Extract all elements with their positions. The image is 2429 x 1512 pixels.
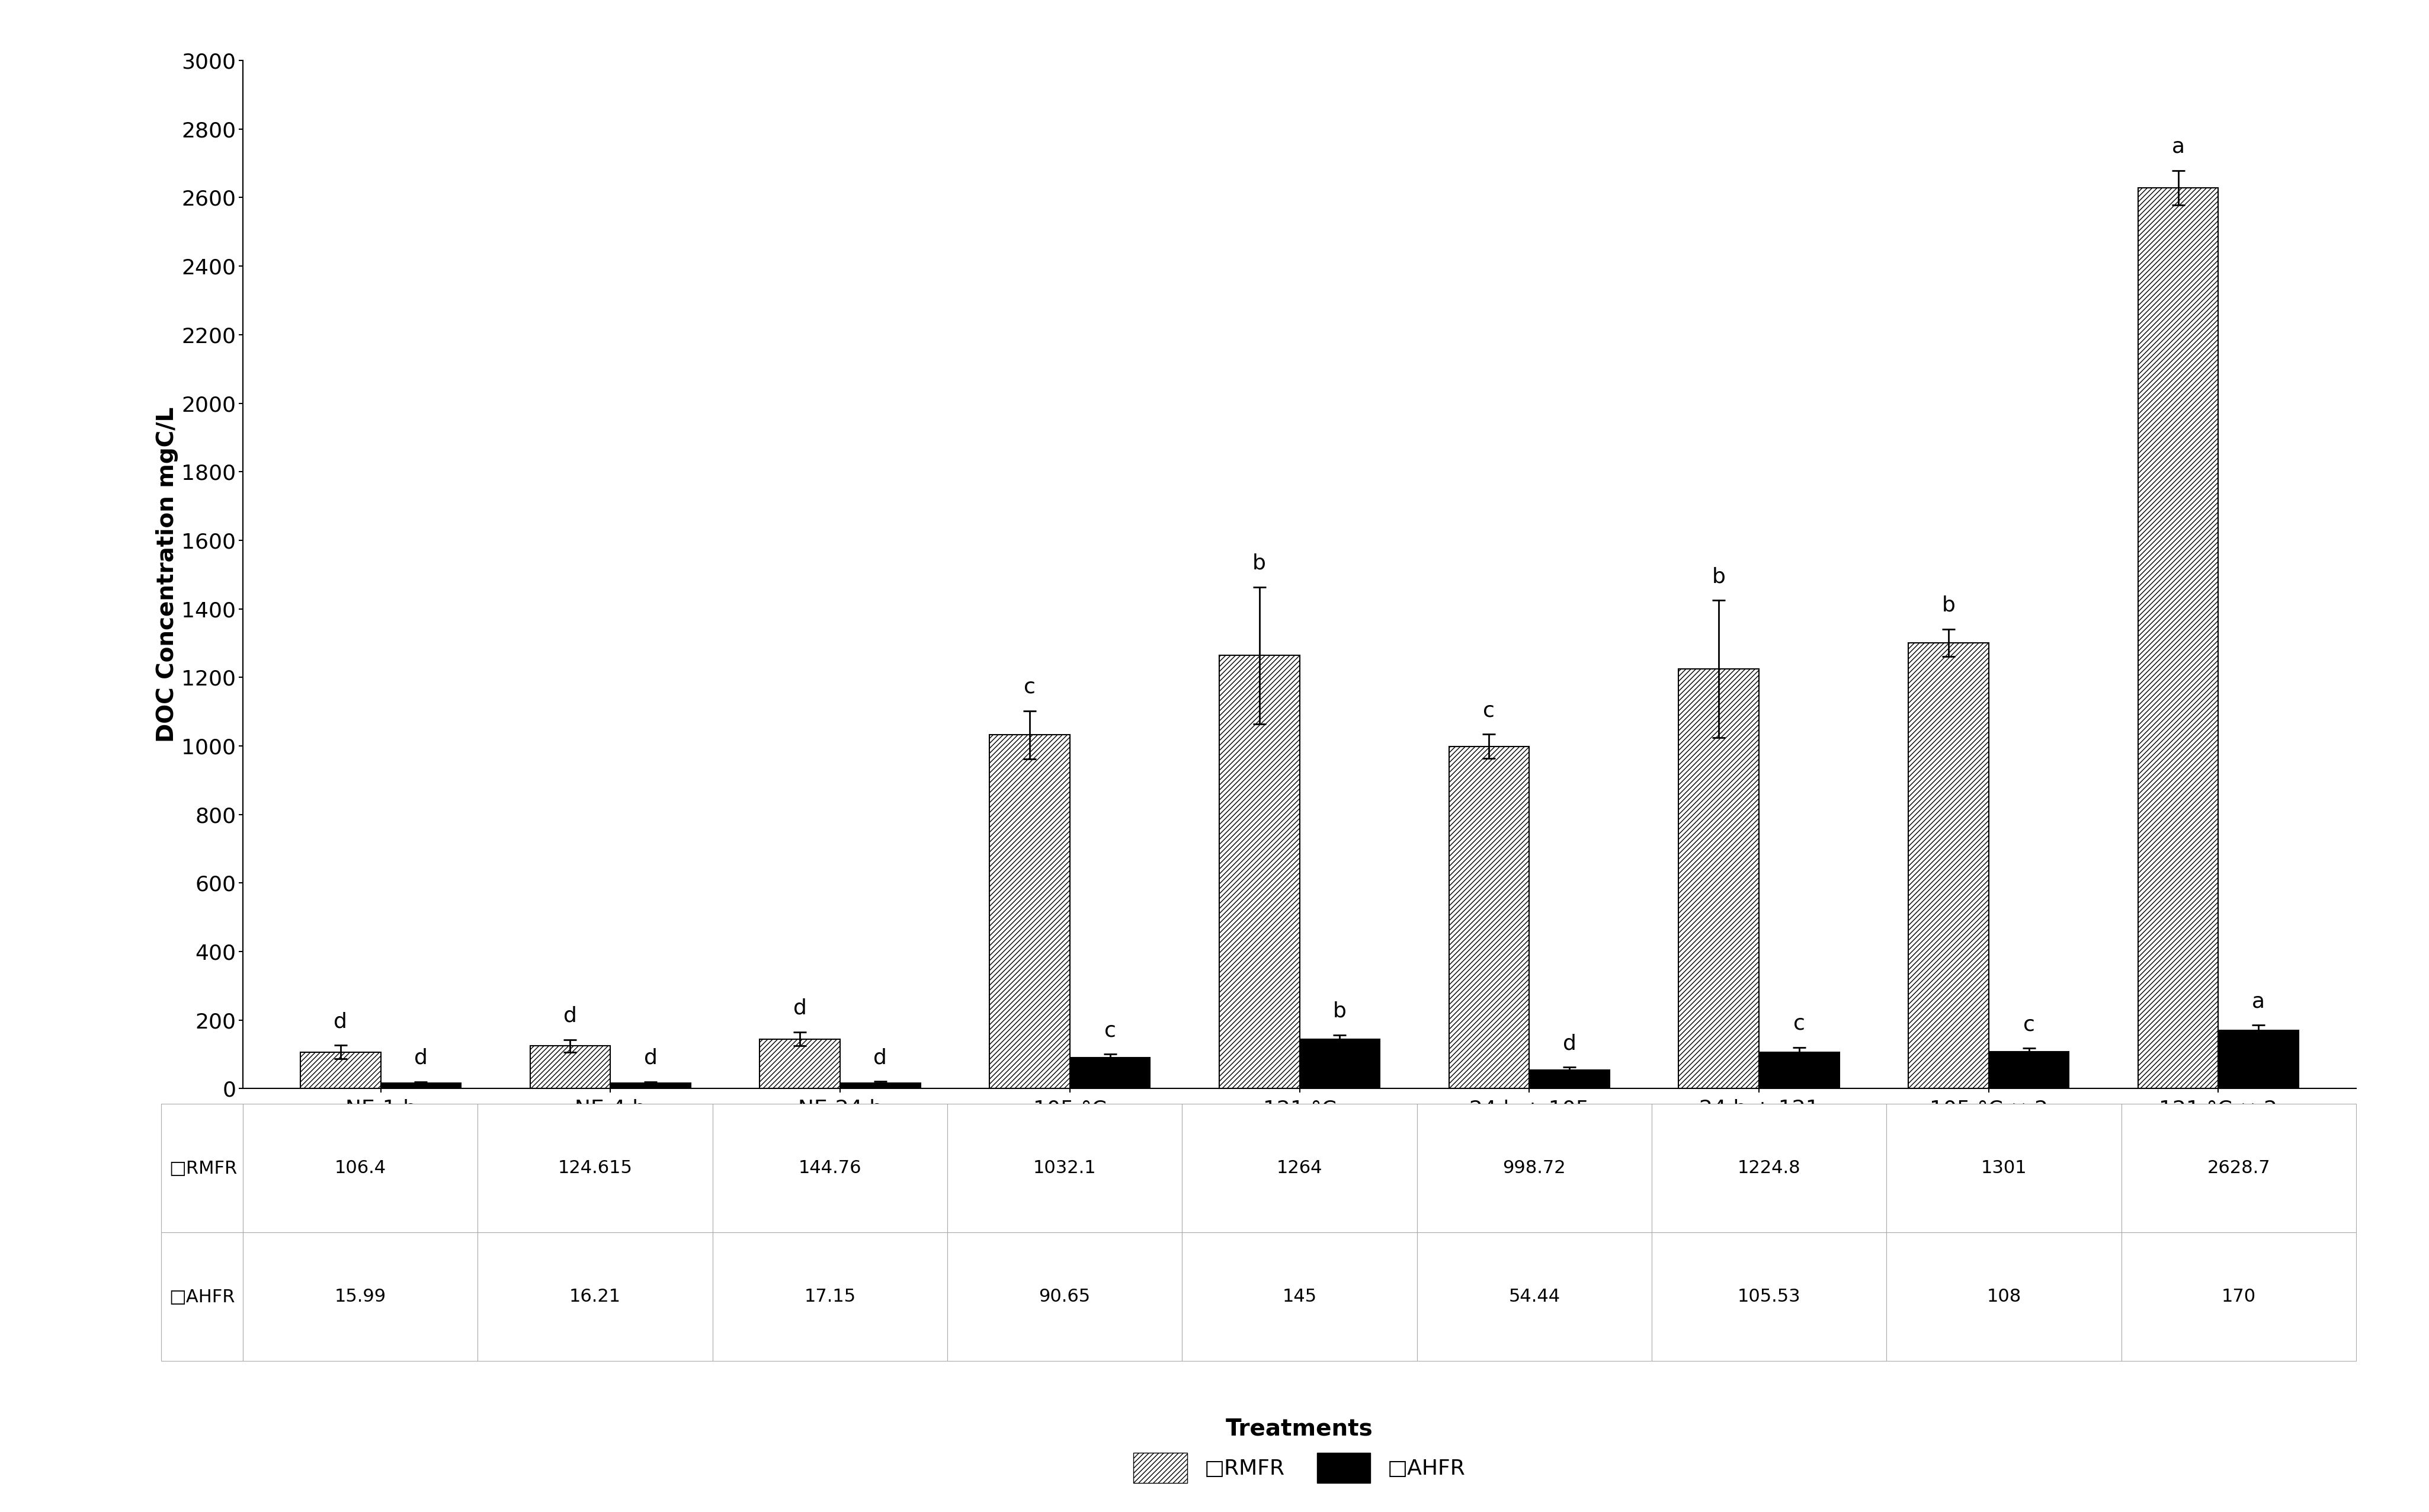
Text: d: d xyxy=(874,1048,887,1067)
Bar xyxy=(301,1052,381,1089)
Bar xyxy=(1909,643,1989,1089)
Bar xyxy=(1989,1052,2070,1089)
Text: c: c xyxy=(1793,1013,1805,1034)
Y-axis label: DOC Concentration mgC/L: DOC Concentration mgC/L xyxy=(155,407,177,742)
Text: d: d xyxy=(333,1012,347,1031)
Text: b: b xyxy=(1253,553,1266,573)
Text: Treatments: Treatments xyxy=(1227,1418,1372,1439)
Text: c: c xyxy=(2023,1015,2036,1034)
Bar xyxy=(1219,655,1300,1089)
Bar xyxy=(989,735,1069,1089)
Text: b: b xyxy=(1941,596,1955,615)
Text: c: c xyxy=(1484,700,1494,721)
Bar xyxy=(2218,1030,2298,1089)
Text: d: d xyxy=(564,1005,578,1027)
Text: c: c xyxy=(1105,1021,1115,1040)
Bar xyxy=(1530,1070,1610,1089)
Bar xyxy=(1759,1052,1839,1089)
Bar xyxy=(530,1046,610,1089)
Bar xyxy=(1448,747,1530,1089)
Text: b: b xyxy=(1334,1001,1346,1021)
Bar xyxy=(840,1083,921,1089)
Bar xyxy=(1300,1039,1380,1089)
Bar xyxy=(1678,668,1759,1089)
Text: d: d xyxy=(413,1048,428,1067)
Text: b: b xyxy=(1712,567,1725,587)
Bar xyxy=(760,1039,840,1089)
Legend: □RMFR, □AHFR: □RMFR, □AHFR xyxy=(1122,1442,1477,1494)
Bar xyxy=(2138,187,2218,1089)
Bar xyxy=(381,1083,462,1089)
Text: c: c xyxy=(1023,677,1035,697)
Text: a: a xyxy=(2252,992,2264,1012)
Text: d: d xyxy=(644,1048,658,1067)
Text: a: a xyxy=(2172,136,2184,157)
Text: d: d xyxy=(794,998,806,1019)
Text: d: d xyxy=(1562,1033,1576,1054)
Bar xyxy=(610,1083,690,1089)
Bar xyxy=(1069,1057,1151,1089)
